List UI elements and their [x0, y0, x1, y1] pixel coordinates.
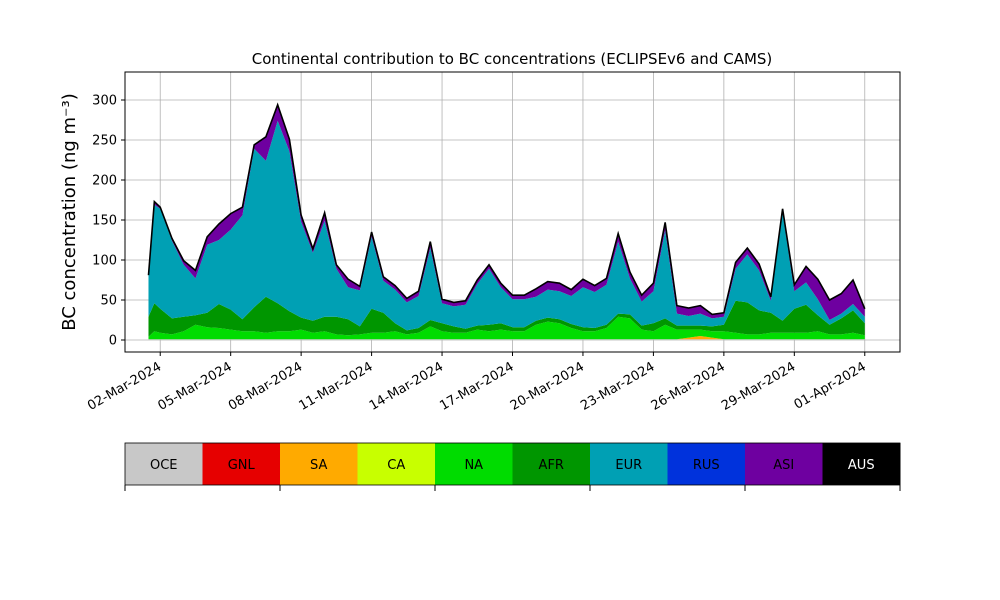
- x-tick-label: 11-Mar-2024: [296, 359, 375, 413]
- x-tick-label: 14-Mar-2024: [367, 359, 446, 413]
- legend-swatch-asi: [745, 443, 823, 485]
- legend-label-aus: AUS: [848, 458, 875, 473]
- legend-label-oce: OCE: [150, 458, 178, 473]
- legend-label-afr: AFR: [539, 458, 564, 473]
- total-line: [147, 102, 866, 316]
- legend-swatch-eur: [590, 443, 668, 485]
- area-na: [148, 316, 865, 340]
- area-sa: [148, 336, 865, 340]
- x-tick-label: 26-Mar-2024: [649, 359, 728, 413]
- y-tick-label: 200: [92, 174, 117, 189]
- legend-label-rus: RUS: [693, 458, 720, 473]
- x-tick-label: 29-Mar-2024: [719, 359, 798, 413]
- legend-label-na: NA: [464, 458, 483, 473]
- x-tick-label: 08-Mar-2024: [226, 359, 305, 413]
- chart-title: Continental contribution to BC concentra…: [252, 50, 773, 68]
- legend-swatch-ca: [357, 443, 436, 485]
- legend-label-eur: EUR: [615, 458, 642, 473]
- legend-label-gnl: GNL: [228, 458, 256, 473]
- x-tick-label: 02-Mar-2024: [85, 359, 164, 413]
- legend-swatch-aus: [822, 443, 901, 485]
- x-tick-label: 05-Mar-2024: [156, 359, 235, 413]
- legend-colorbar: OCE GNL SA CA NA AFR EUR RUS ASI AUS: [124, 442, 901, 491]
- legend-label-sa: SA: [310, 458, 327, 473]
- y-tick-label: 300: [92, 94, 117, 109]
- legend-swatch-na: [435, 443, 513, 485]
- legend-label-asi: ASI: [773, 458, 794, 473]
- legend-frame: [124, 442, 901, 486]
- area-oce: [148, 339, 865, 340]
- y-tick-label: 0: [109, 334, 117, 349]
- legend-swatch-rus: [667, 443, 746, 485]
- legend-label-ca: CA: [387, 458, 405, 473]
- x-tick-label: 17-Mar-2024: [437, 359, 516, 413]
- y-tick-label: 100: [92, 254, 117, 269]
- y-tick-label: 50: [100, 294, 117, 309]
- x-tick-label: 01-Apr-2024: [792, 359, 869, 412]
- area-eur: [148, 120, 865, 331]
- y-axis-label: BC concentration (ng m⁻³): [59, 93, 80, 331]
- legend-swatch-afr: [512, 443, 591, 485]
- y-tick-label: 150: [92, 214, 117, 229]
- stacked-areas: [147, 102, 866, 340]
- x-tick-label: 23-Mar-2024: [578, 359, 657, 413]
- area-afr: [148, 296, 865, 337]
- legend-swatch-oce: [125, 443, 203, 485]
- legend-swatch-gnl: [202, 443, 281, 485]
- y-tick-label: 250: [92, 134, 117, 149]
- legend-swatch-sa: [280, 443, 358, 485]
- x-tick-label: 20-Mar-2024: [508, 359, 587, 413]
